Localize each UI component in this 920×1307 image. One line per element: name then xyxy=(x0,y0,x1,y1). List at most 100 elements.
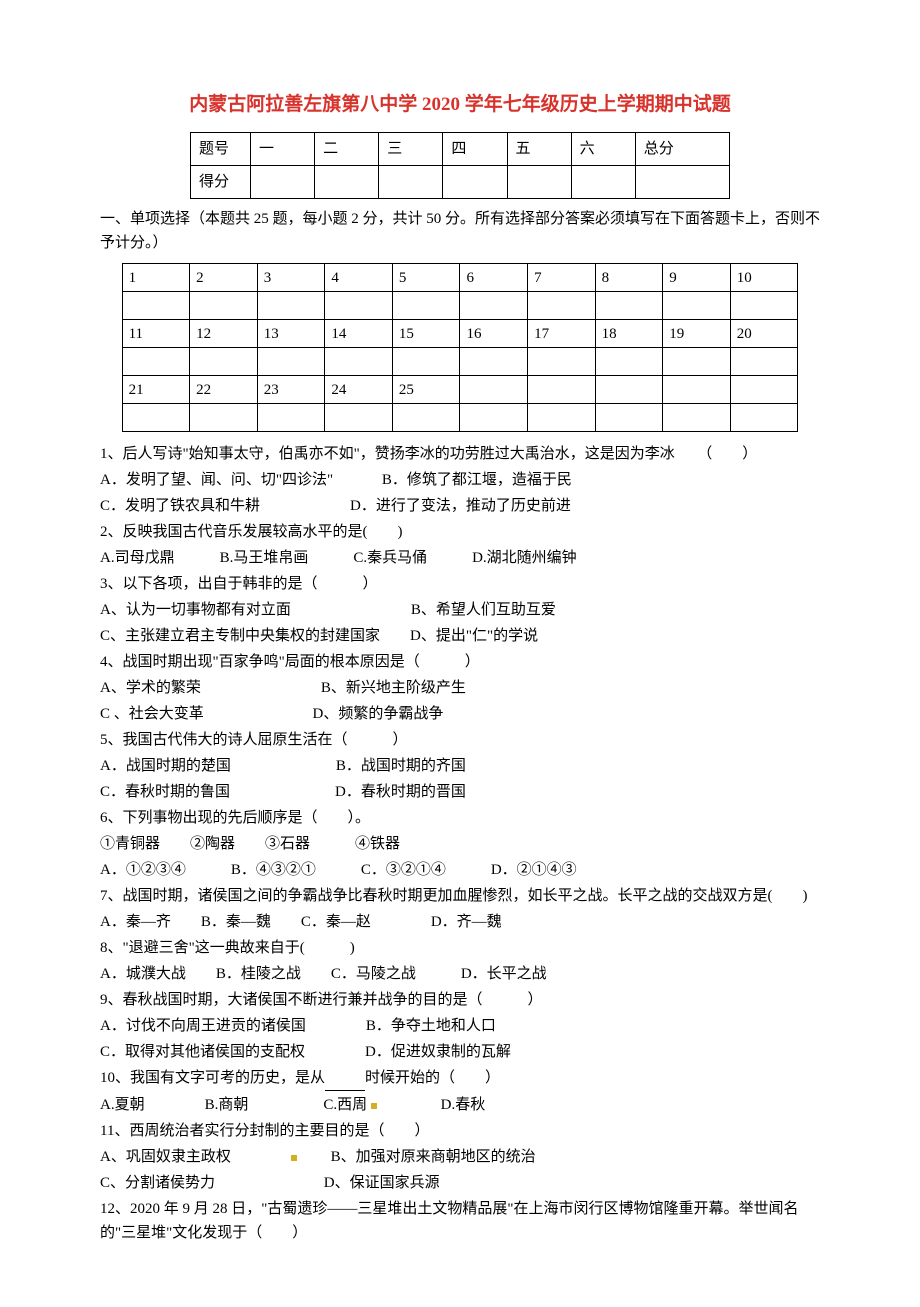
answer-blank-cell xyxy=(122,348,190,376)
question-option-line: A．发明了望、闻、问、切"四诊法" B．修筑了都江堰，造福于民 xyxy=(100,468,820,492)
question-item: 1、后人写诗"始知事太守，伯禹亦不如"，赞扬李冰的功劳胜过大禹治水，这是因为李冰… xyxy=(100,442,820,518)
answer-sheet-table: 1 2 3 4 5 6 7 8 9 10 11 12 13 14 15 16 1… xyxy=(122,263,799,432)
question-stem: 8、"退避三舍"这一典故来自于( ) xyxy=(100,936,820,960)
answer-blank-cell xyxy=(392,404,460,432)
question-stem: 2、反映我国古代音乐发展较高水平的是( ) xyxy=(100,520,820,544)
score-header-cell: 三 xyxy=(379,133,443,166)
answer-blank-cell xyxy=(730,348,798,376)
answer-num-cell: 17 xyxy=(528,320,596,348)
score-value-cell xyxy=(571,166,635,199)
question-stem: 4、战国时期出现"百家争鸣"局面的根本原因是（ ） xyxy=(100,650,820,674)
question-stem: 12、2020 年 9 月 28 日，"古蜀遗珍——三星堆出土文物精品展"在上海… xyxy=(100,1197,820,1245)
answer-blank-cell xyxy=(730,404,798,432)
answer-num-cell: 20 xyxy=(730,320,798,348)
question-item: 11、西周统治者实行分封制的主要目的是（ ）A、巩固奴隶主政权 B、加强对原来商… xyxy=(100,1119,820,1195)
page-title: 内蒙古阿拉善左旗第八中学 2020 学年七年级历史上学期期中试题 xyxy=(100,90,820,120)
answer-blank-cell xyxy=(528,404,596,432)
question-item: 3、以下各项，出自于韩非的是（ ）A、认为一切事物都有对立面 B、希望人们互助互… xyxy=(100,572,820,648)
question-option-line: A、认为一切事物都有对立面 B、希望人们互助互爱 xyxy=(100,598,820,622)
answer-row: 21 22 23 24 25 xyxy=(122,376,798,404)
question-stem: 6、下列事物出现的先后顺序是（ ）。 xyxy=(100,806,820,830)
question-stem: 11、西周统治者实行分封制的主要目的是（ ） xyxy=(100,1119,820,1143)
answer-blank-cell xyxy=(190,292,258,320)
answer-row: 11 12 13 14 15 16 17 18 19 20 xyxy=(122,320,798,348)
answer-num-cell: 25 xyxy=(392,376,460,404)
question-option-line: A．①②③④ B．④③②① C．③②①④ D．②①④③ xyxy=(100,858,820,882)
score-value-cell xyxy=(443,166,507,199)
score-value-cell xyxy=(251,166,315,199)
score-header-cell: 一 xyxy=(251,133,315,166)
question-item: 2、反映我国古代音乐发展较高水平的是( )A.司母戊鼎 B.马王堆帛画 C.秦兵… xyxy=(100,520,820,570)
questions-container: 1、后人写诗"始知事太守，伯禹亦不如"，赞扬李冰的功劳胜过大禹治水，这是因为李冰… xyxy=(100,442,820,1245)
question-item: 8、"退避三舍"这一典故来自于( )A．城濮大战 B．桂陵之战 C．马陵之战 D… xyxy=(100,936,820,986)
score-header-cell: 四 xyxy=(443,133,507,166)
answer-num-cell: 9 xyxy=(663,264,731,292)
question-item: 4、战国时期出现"百家争鸣"局面的根本原因是（ ）A、学术的繁荣 B、新兴地主阶… xyxy=(100,650,820,726)
answer-empty-cell xyxy=(663,376,731,404)
answer-blank-cell xyxy=(190,404,258,432)
answer-num-cell: 5 xyxy=(392,264,460,292)
answer-blank-cell xyxy=(122,404,190,432)
answer-blank-row xyxy=(122,292,798,320)
question-option-line: A．秦—齐 B．秦—魏 C．秦—赵 D．齐—魏 xyxy=(100,910,820,934)
answer-blank-cell xyxy=(190,348,258,376)
question-item: 10、我国有文字可考的历史，是从 时候开始的（ ）A.夏朝 B.商朝 C.西周 … xyxy=(100,1066,820,1117)
score-value-cell xyxy=(379,166,443,199)
answer-num-cell: 15 xyxy=(392,320,460,348)
score-header-cell: 题号 xyxy=(191,133,251,166)
answer-empty-cell xyxy=(595,376,663,404)
answer-blank-cell xyxy=(595,404,663,432)
question-item: 7、战国时期，诸侯国之间的争霸战争比春秋时期更加血腥惨烈，如长平之战。长平之战的… xyxy=(100,884,820,934)
question-option-line: A.司母戊鼎 B.马王堆帛画 C.秦兵马俑 D.湖北随州编钟 xyxy=(100,546,820,570)
question-option-line: C、主张建立君主专制中央集权的封建国家 D、提出"仁"的学说 xyxy=(100,624,820,648)
score-header-cell: 六 xyxy=(571,133,635,166)
question-option-line: C、分割诸侯势力 D、保证国家兵源 xyxy=(100,1171,820,1195)
answer-num-cell: 23 xyxy=(257,376,325,404)
question-stem: 5、我国古代伟大的诗人屈原生活在（ ） xyxy=(100,728,820,752)
answer-num-cell: 12 xyxy=(190,320,258,348)
answer-row: 1 2 3 4 5 6 7 8 9 10 xyxy=(122,264,798,292)
question-item: 5、我国古代伟大的诗人屈原生活在（ ）A．战国时期的楚国 B．战国时期的齐国C．… xyxy=(100,728,820,804)
answer-num-cell: 21 xyxy=(122,376,190,404)
answer-blank-cell xyxy=(325,348,393,376)
answer-num-cell: 4 xyxy=(325,264,393,292)
answer-blank-cell xyxy=(663,404,731,432)
answer-blank-cell xyxy=(257,404,325,432)
score-table-header-row: 题号 一 二 三 四 五 六 总分 xyxy=(191,133,730,166)
answer-blank-cell xyxy=(325,404,393,432)
answer-blank-cell xyxy=(730,292,798,320)
score-table-value-row: 得分 xyxy=(191,166,730,199)
answer-num-cell: 24 xyxy=(325,376,393,404)
score-value-cell xyxy=(315,166,379,199)
answer-num-cell: 18 xyxy=(595,320,663,348)
answer-empty-cell xyxy=(528,376,596,404)
section-instruction: 一、单项选择（本题共 25 题，每小题 2 分，共计 50 分。所有选择部分答案… xyxy=(100,207,820,255)
question-option-line: ①青铜器 ②陶器 ③石器 ④铁器 xyxy=(100,832,820,856)
answer-blank-cell xyxy=(392,292,460,320)
answer-empty-cell xyxy=(730,376,798,404)
answer-blank-cell xyxy=(257,292,325,320)
question-option-line: A．城濮大战 B．桂陵之战 C．马陵之战 D．长平之战 xyxy=(100,962,820,986)
answer-blank-cell xyxy=(460,404,528,432)
answer-blank-cell xyxy=(595,348,663,376)
answer-blank-cell xyxy=(663,292,731,320)
score-value-cell xyxy=(635,166,729,199)
answer-blank-cell xyxy=(663,348,731,376)
answer-blank-cell xyxy=(460,292,528,320)
answer-num-cell: 19 xyxy=(663,320,731,348)
answer-blank-cell xyxy=(528,348,596,376)
score-value-label: 得分 xyxy=(191,166,251,199)
question-item: 9、春秋战国时期，大诸侯国不断进行兼并战争的目的是（ ）A．讨伐不向周王进贡的诸… xyxy=(100,988,820,1064)
score-header-cell: 二 xyxy=(315,133,379,166)
answer-num-cell: 10 xyxy=(730,264,798,292)
answer-blank-row xyxy=(122,348,798,376)
answer-num-cell: 8 xyxy=(595,264,663,292)
answer-blank-cell xyxy=(392,348,460,376)
question-stem: 7、战国时期，诸侯国之间的争霸战争比春秋时期更加血腥惨烈，如长平之战。长平之战的… xyxy=(100,884,820,908)
question-option-line: C．取得对其他诸侯国的支配权 D．促进奴隶制的瓦解 xyxy=(100,1040,820,1064)
answer-num-cell: 7 xyxy=(528,264,596,292)
answer-empty-cell xyxy=(460,376,528,404)
question-stem: 1、后人写诗"始知事太守，伯禹亦不如"，赞扬李冰的功劳胜过大禹治水，这是因为李冰… xyxy=(100,442,820,466)
question-option-line: A.夏朝 B.商朝 C.西周 D.春秋 xyxy=(100,1093,820,1117)
answer-num-cell: 1 xyxy=(122,264,190,292)
